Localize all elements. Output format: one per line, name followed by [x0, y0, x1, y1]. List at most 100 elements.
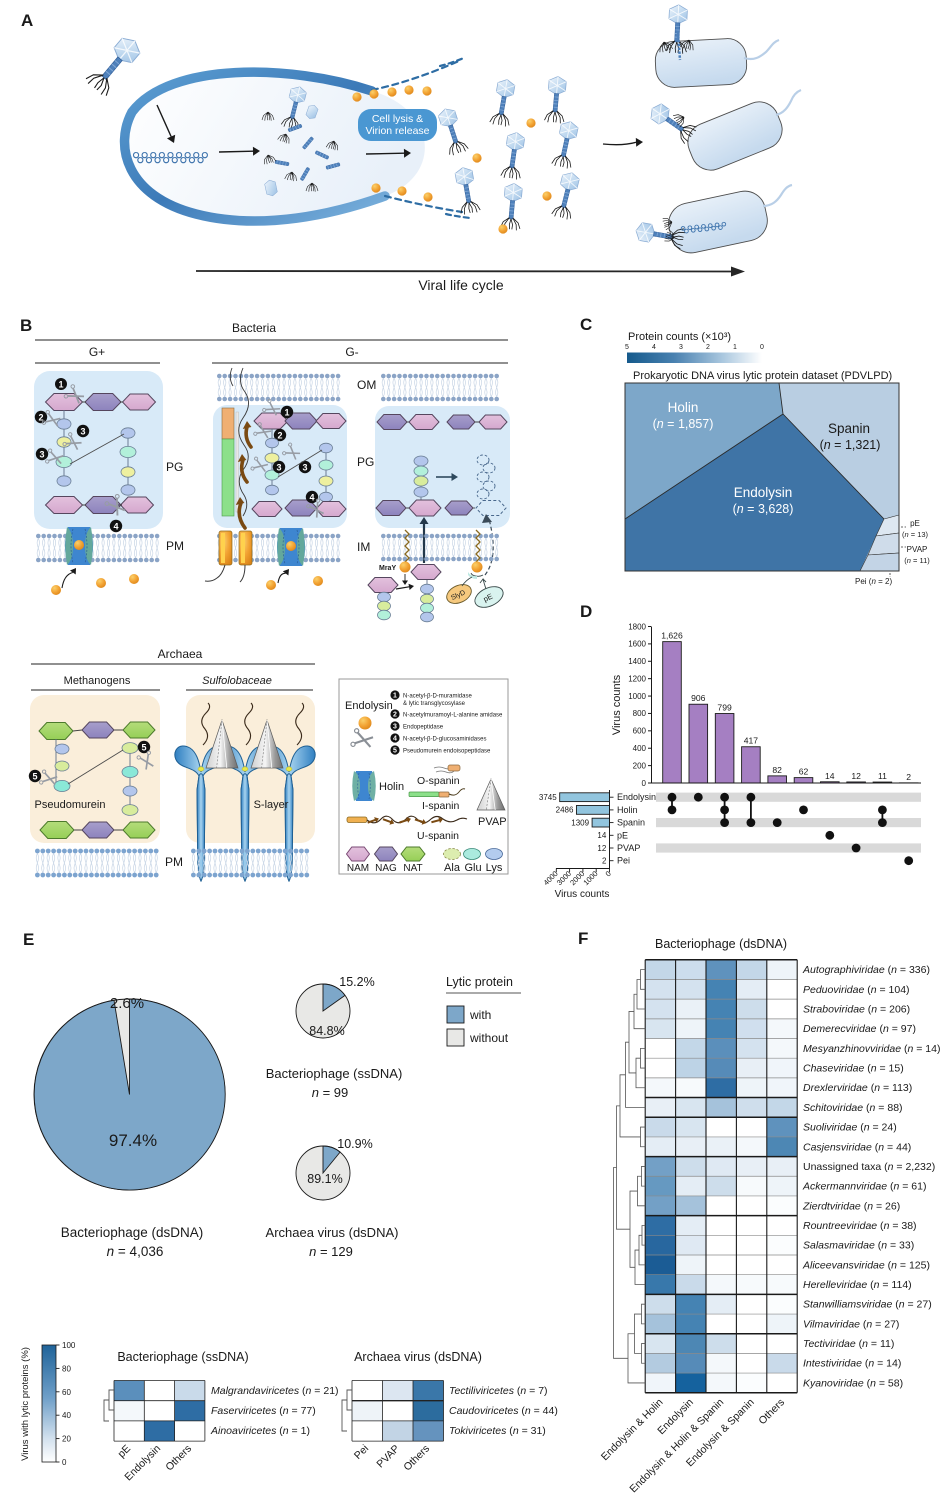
svg-text:1400: 1400 [628, 657, 646, 666]
svg-text:Caudoviricetes (n = 44): Caudoviricetes (n = 44) [449, 1405, 558, 1417]
svg-text:0: 0 [62, 1458, 67, 1467]
svg-text:2: 2 [906, 772, 911, 782]
svg-text:1600: 1600 [628, 640, 646, 649]
svg-text:1200: 1200 [628, 674, 646, 683]
svg-text:84.8%: 84.8% [309, 1024, 344, 1038]
svg-text:Bacteriophage (dsDNA): Bacteriophage (dsDNA) [655, 937, 787, 951]
svg-text:N-acetyl-β-D-muramidase: N-acetyl-β-D-muramidase [403, 694, 472, 700]
svg-text:10.9%: 10.9% [337, 1137, 372, 1151]
svg-text:Endolysin: Endolysin [734, 485, 793, 500]
svg-text:S-layer: S-layer [254, 799, 289, 811]
svg-text:5: 5 [32, 771, 37, 781]
svg-text:Pseudomurein endoisopeptidase: Pseudomurein endoisopeptidase [403, 749, 491, 755]
svg-text:Chaseviridae (n = 15): Chaseviridae (n = 15) [803, 1063, 904, 1075]
svg-text:(n = 1,857): (n = 1,857) [653, 417, 714, 431]
svg-text:5: 5 [625, 344, 629, 351]
svg-text:Lys: Lys [486, 862, 503, 874]
svg-text:(n = 11): (n = 11) [904, 556, 930, 565]
svg-text:PG: PG [166, 460, 183, 474]
svg-text:Salasmaviridae (n = 33): Salasmaviridae (n = 33) [803, 1240, 914, 1252]
svg-text:12: 12 [597, 844, 606, 853]
svg-text:Bacteriophage (dsDNA): Bacteriophage (dsDNA) [61, 1225, 204, 1240]
svg-text:400: 400 [633, 744, 647, 753]
svg-text:with: with [469, 1008, 491, 1022]
svg-text:4: 4 [652, 344, 656, 351]
svg-text:Protein counts (×10³): Protein counts (×10³) [628, 331, 731, 343]
svg-text:Demerecviridae (n = 97): Demerecviridae (n = 97) [803, 1023, 916, 1035]
svg-text:100: 100 [62, 1341, 76, 1350]
svg-text:Holin: Holin [668, 400, 699, 415]
svg-text:Tectiviridae (n = 11): Tectiviridae (n = 11) [803, 1338, 894, 1350]
svg-text:3: 3 [276, 462, 281, 472]
svg-text:906: 906 [691, 693, 706, 703]
svg-text:Kyanoviridae (n = 58): Kyanoviridae (n = 58) [803, 1377, 903, 1389]
svg-text:n = 99: n = 99 [312, 1085, 349, 1100]
svg-text:O-spanin: O-spanin [417, 775, 460, 787]
svg-text:417: 417 [744, 736, 759, 746]
svg-text:82: 82 [772, 765, 782, 775]
svg-text:11: 11 [878, 771, 887, 781]
svg-text:Endopeptidase: Endopeptidase [403, 725, 444, 731]
svg-text:62: 62 [799, 767, 809, 777]
svg-text:(n = 3,628): (n = 3,628) [733, 502, 794, 516]
svg-text:PM: PM [165, 855, 183, 869]
svg-text:Tectiliviricetes (n = 7): Tectiliviricetes (n = 7) [449, 1385, 548, 1397]
svg-text:OM: OM [357, 378, 376, 392]
svg-text:200: 200 [633, 761, 647, 770]
svg-text:PVAP: PVAP [617, 843, 640, 853]
svg-text:2: 2 [393, 712, 397, 719]
svg-text:Malgrandaviricetes (n = 21): Malgrandaviricetes (n = 21) [211, 1385, 339, 1397]
svg-text:Prokaryotic DNA virus lytic pr: Prokaryotic DNA virus lytic protein data… [633, 370, 892, 382]
svg-text:N-acetyl-β-D-glucosaminidases: N-acetyl-β-D-glucosaminidases [403, 737, 486, 743]
svg-text:n = 129: n = 129 [309, 1244, 353, 1259]
svg-text:1: 1 [58, 379, 63, 389]
svg-text:15.2%: 15.2% [339, 975, 374, 989]
svg-text:pE: pE [482, 592, 494, 604]
svg-text:60: 60 [62, 1388, 71, 1397]
svg-text:Archaea virus (dsDNA): Archaea virus (dsDNA) [354, 1350, 482, 1364]
svg-text:1000: 1000 [628, 692, 646, 701]
svg-text:1: 1 [393, 693, 397, 700]
svg-text:without: without [469, 1031, 509, 1045]
svg-text:Peduoviridae (n = 104): Peduoviridae (n = 104) [803, 984, 910, 996]
svg-text:n = 4,036: n = 4,036 [107, 1244, 164, 1259]
svg-text:A: A [21, 11, 33, 30]
svg-text:pE: pE [910, 519, 920, 528]
svg-text:Endolysin: Endolysin [345, 700, 393, 712]
svg-text:1800: 1800 [628, 622, 646, 631]
svg-text:2: 2 [706, 344, 710, 351]
svg-text:3: 3 [39, 449, 44, 459]
svg-text:PVAP: PVAP [478, 816, 507, 828]
svg-text:40: 40 [62, 1411, 71, 1420]
svg-text:Viral life cycle: Viral life cycle [418, 277, 504, 293]
svg-text:PG: PG [357, 455, 374, 469]
svg-text:NAT: NAT [403, 863, 422, 874]
svg-text:14: 14 [825, 771, 835, 781]
svg-text:Aliceevansviridae (n = 125): Aliceevansviridae (n = 125) [802, 1259, 930, 1271]
svg-text:Intestiviridae (n = 14): Intestiviridae (n = 14) [803, 1358, 901, 1370]
svg-text:799: 799 [717, 703, 732, 713]
svg-text:pE: pE [617, 830, 628, 840]
svg-text:Virus counts: Virus counts [611, 674, 623, 735]
svg-text:& lytic transglycosylase: & lytic transglycosylase [403, 701, 466, 707]
svg-text:Virus with lytic proteins (%): Virus with lytic proteins (%) [20, 1347, 31, 1461]
svg-text:Archaea virus (dsDNA): Archaea virus (dsDNA) [266, 1225, 399, 1240]
svg-text:Mesyanzhinovviridae (n = 14): Mesyanzhinovviridae (n = 14) [803, 1043, 940, 1055]
svg-text:20: 20 [62, 1435, 71, 1444]
svg-text:PVAP: PVAP [907, 545, 928, 554]
svg-text:600: 600 [633, 727, 647, 736]
svg-text:Ackermannviridae (n = 61): Ackermannviridae (n = 61) [802, 1181, 926, 1193]
svg-text:97.4%: 97.4% [109, 1131, 157, 1150]
svg-text:G+: G+ [89, 345, 105, 359]
svg-text:IM: IM [357, 540, 370, 554]
svg-text:I-spanin: I-spanin [422, 800, 460, 812]
svg-text:(n = 13): (n = 13) [902, 530, 929, 539]
svg-text:Virion release: Virion release [365, 125, 429, 137]
svg-text:Archaea: Archaea [158, 647, 203, 661]
svg-text:Drexlerviridae (n = 113): Drexlerviridae (n = 113) [803, 1082, 912, 1094]
svg-text:Pei: Pei [617, 856, 630, 866]
svg-text:N-acetylmuramoyl-L-alanine ami: N-acetylmuramoyl-L-alanine amidase [403, 713, 503, 719]
svg-text:Tokiviricetes (n = 31): Tokiviricetes (n = 31) [449, 1425, 546, 1437]
svg-text:Unassigned taxa (n = 2,232): Unassigned taxa (n = 2,232) [803, 1161, 935, 1173]
svg-text:5: 5 [141, 742, 146, 752]
